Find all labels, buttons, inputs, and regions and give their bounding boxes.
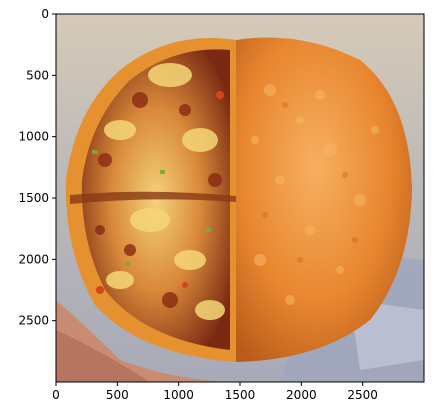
y-tick-label: 0 xyxy=(41,7,49,21)
y-tick-label: 2500 xyxy=(18,314,49,328)
y-tick-label: 1500 xyxy=(18,191,49,205)
cheese xyxy=(104,63,225,320)
x-tick-label: 0 xyxy=(52,388,60,402)
x-tick-label: 2500 xyxy=(347,388,378,402)
x-tick-label: 1500 xyxy=(225,388,256,402)
crust-texture xyxy=(251,84,379,305)
crust-half xyxy=(236,37,412,362)
y-tick-label: 500 xyxy=(26,68,49,82)
y-tick-label: 1000 xyxy=(18,130,49,144)
sauce xyxy=(95,92,222,308)
y-tick-label: 2000 xyxy=(18,252,49,266)
x-tick-label: 1000 xyxy=(163,388,194,402)
x-axis: 0 500 1000 1500 2000 2500 xyxy=(52,382,378,402)
green-peppers xyxy=(92,150,211,266)
x-tick-label: 2000 xyxy=(286,388,317,402)
photo xyxy=(56,14,424,382)
y-axis: 0 500 1000 1500 2000 2500 xyxy=(18,7,56,328)
x-tick-label: 500 xyxy=(106,388,129,402)
